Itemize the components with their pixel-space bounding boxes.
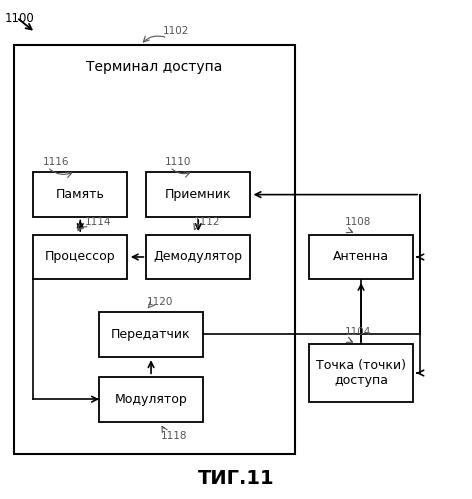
FancyBboxPatch shape — [33, 172, 127, 217]
Text: Передатчик: Передатчик — [111, 328, 191, 341]
Text: Терминал доступа: Терминал доступа — [86, 60, 223, 74]
Text: 1110: 1110 — [165, 157, 192, 167]
Text: 1114: 1114 — [85, 217, 111, 227]
Text: 1112: 1112 — [194, 217, 220, 227]
Text: Демодулятор: Демодулятор — [154, 250, 243, 263]
FancyBboxPatch shape — [146, 235, 250, 279]
Text: Антенна: Антенна — [333, 250, 389, 263]
FancyBboxPatch shape — [33, 235, 127, 279]
Text: 1102: 1102 — [163, 26, 189, 36]
Text: 1118: 1118 — [160, 431, 187, 441]
FancyBboxPatch shape — [146, 172, 250, 217]
Text: 1116: 1116 — [42, 157, 69, 167]
FancyBboxPatch shape — [14, 45, 295, 454]
Text: Процессор: Процессор — [45, 250, 116, 263]
Text: 1104: 1104 — [345, 327, 371, 337]
FancyBboxPatch shape — [99, 312, 203, 357]
FancyBboxPatch shape — [99, 377, 203, 422]
Text: 1108: 1108 — [345, 217, 371, 227]
Text: Точка (точки)
доступа: Точка (точки) доступа — [316, 359, 406, 387]
FancyBboxPatch shape — [309, 235, 413, 279]
Text: 1100: 1100 — [5, 12, 34, 25]
FancyBboxPatch shape — [309, 344, 413, 402]
Text: Модулятор: Модулятор — [115, 393, 187, 406]
Text: Память: Память — [56, 188, 105, 201]
Text: Приемник: Приемник — [165, 188, 232, 201]
Text: 1120: 1120 — [146, 297, 173, 307]
Text: ΤИГ.11: ΤИГ.11 — [198, 469, 274, 488]
